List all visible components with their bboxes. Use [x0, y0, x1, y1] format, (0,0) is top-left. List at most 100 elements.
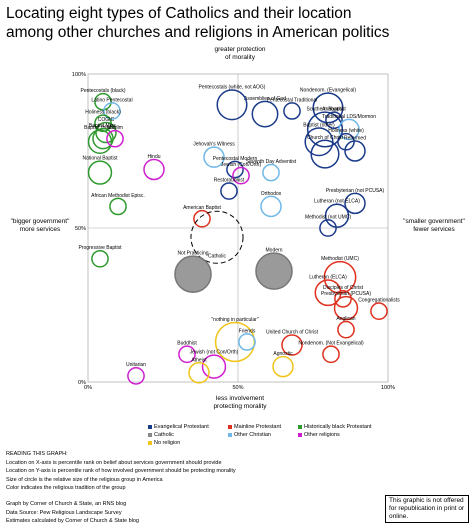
point-label: Nondenom. (Evangelical) — [300, 88, 356, 94]
data-point — [103, 102, 121, 120]
y-tick-label: 100% — [72, 72, 86, 78]
point-label: Friends — [239, 328, 256, 334]
data-point — [238, 333, 256, 351]
point-label: COGIC — [98, 117, 115, 123]
point-label: Lutheran (ELCA) — [309, 274, 347, 280]
point-label: Orthodox — [261, 191, 282, 197]
data-point — [201, 354, 227, 379]
data-point — [216, 89, 248, 121]
left-axis-label-line-2: more services — [19, 226, 61, 233]
legend-item: Other religions — [298, 432, 340, 438]
point-label: Agnostic — [273, 351, 293, 357]
data-point — [251, 100, 279, 128]
reading-title: READING THIS GRAPH: — [6, 451, 68, 457]
point-label: Hindu — [147, 154, 160, 160]
point-label: Reformed — [344, 135, 366, 141]
legend-label: Other Christian — [234, 432, 271, 438]
point-label: Restorationist — [214, 177, 245, 183]
point-label: Seventh Day Adventist — [246, 159, 297, 165]
data-point — [92, 127, 114, 150]
credit-line-3: Estimates calculated by Corner of Church… — [6, 518, 139, 524]
point-label: Church of Christ — [307, 135, 344, 141]
point-label: Holiness (black) — [85, 110, 121, 116]
legend-swatch — [298, 424, 302, 429]
reading-line-3: Size of circle is the relative size of t… — [6, 476, 163, 483]
data-point — [190, 210, 244, 264]
legend-swatch — [228, 432, 232, 437]
legend-swatch — [148, 432, 152, 437]
legend-item: Evangelical Protestant — [148, 424, 209, 430]
legend-swatch — [298, 432, 302, 437]
republication-notice: This graphic is not offered for republic… — [385, 495, 469, 523]
credit-line-2: Data Source: Pew Religious Landscape Sur… — [6, 509, 122, 516]
data-point — [324, 203, 350, 228]
data-point — [106, 129, 124, 148]
data-point — [314, 279, 342, 307]
data-point — [337, 320, 355, 339]
data-point — [262, 163, 280, 182]
data-point — [193, 209, 211, 228]
y-tick-label: 50% — [75, 226, 86, 232]
data-point — [260, 195, 282, 218]
reading-line-4: Color indicates the religious tradition … — [6, 485, 126, 491]
point-label: Lutheran (not ELCA) — [314, 199, 360, 205]
top-axis-label-line-2: of morality — [225, 54, 255, 61]
data-point — [283, 102, 301, 120]
bottom-axis-label-line-2: protecting morality — [213, 403, 267, 410]
data-point — [232, 166, 250, 185]
data-point — [312, 92, 344, 124]
data-point — [87, 129, 113, 154]
point-label: American Baptist — [183, 205, 221, 211]
data-point — [322, 345, 340, 364]
legend-item: Mainline Protestant — [228, 424, 281, 430]
data-point — [220, 182, 238, 200]
data-point — [87, 160, 113, 185]
data-point — [203, 146, 225, 168]
data-point — [255, 252, 293, 290]
right-axis-label-line-2: fewer services — [413, 226, 455, 233]
right-axis-label: "smaller government" fewer services — [396, 218, 472, 234]
x-tick-label: 50% — [232, 385, 243, 391]
point-label: African Methodist Episc. — [91, 193, 145, 199]
title-line-1: Locating eight types of Catholics and th… — [6, 5, 352, 22]
point-label: Pentecostals (black) — [80, 88, 125, 94]
point-label: National Baptist — [82, 156, 118, 162]
point-label: Methodist (not UMC) — [305, 214, 351, 220]
point-label: Holiness (white) — [328, 128, 364, 134]
data-point — [127, 366, 145, 385]
right-axis-label-line-1: "smaller government" — [403, 218, 465, 225]
reading-line-1: Location on X-axis is percentile rank on… — [6, 459, 222, 466]
legend-item: No religion — [148, 440, 180, 446]
point-label: Not Practicing — [177, 251, 208, 257]
x-tick-label: 0% — [84, 385, 92, 391]
point-label: Progressive Baptist — [78, 245, 122, 251]
legend-label: Historically black Protestant — [304, 424, 372, 430]
point-label: Jewish (Con/Orth) — [221, 162, 262, 168]
legend-label: Catholic — [154, 432, 174, 438]
point-label: Presbyterian (PCUSA) — [321, 291, 371, 297]
reading-notes: READING THIS GRAPH: Location on X-axis i… — [6, 450, 236, 493]
data-point — [281, 334, 303, 356]
point-label: Unitarian — [126, 362, 146, 368]
point-label: Baptist Miss. — [89, 123, 117, 129]
title-line-2: among other churches and religions in Am… — [6, 24, 390, 41]
data-point — [333, 295, 359, 321]
point-label: Baptist (black) — [84, 125, 116, 131]
credit-line-1: Graph by Corner of Church & State, an RN… — [6, 501, 127, 507]
data-point — [178, 345, 196, 364]
point-label: Latino Pentecostal — [91, 97, 132, 103]
left-axis-label-line-1: "bigger government" — [10, 218, 70, 225]
data-point — [306, 111, 344, 148]
data-point — [94, 92, 112, 111]
point-label: Catholic — [208, 253, 227, 259]
legend-item: Catholic — [148, 432, 174, 438]
data-point — [109, 197, 127, 216]
point-label: Baptist (other) — [303, 122, 335, 128]
point-label: Assemblies of God — [244, 96, 286, 102]
point-label: United Church of Christ — [266, 330, 319, 336]
top-axis-label-line-1: greater protection — [214, 46, 266, 53]
point-label: Jewish (not Con/Orth) — [190, 350, 239, 356]
data-point — [319, 219, 337, 237]
point-label: Pentecostals (white, not AOG) — [199, 85, 266, 91]
